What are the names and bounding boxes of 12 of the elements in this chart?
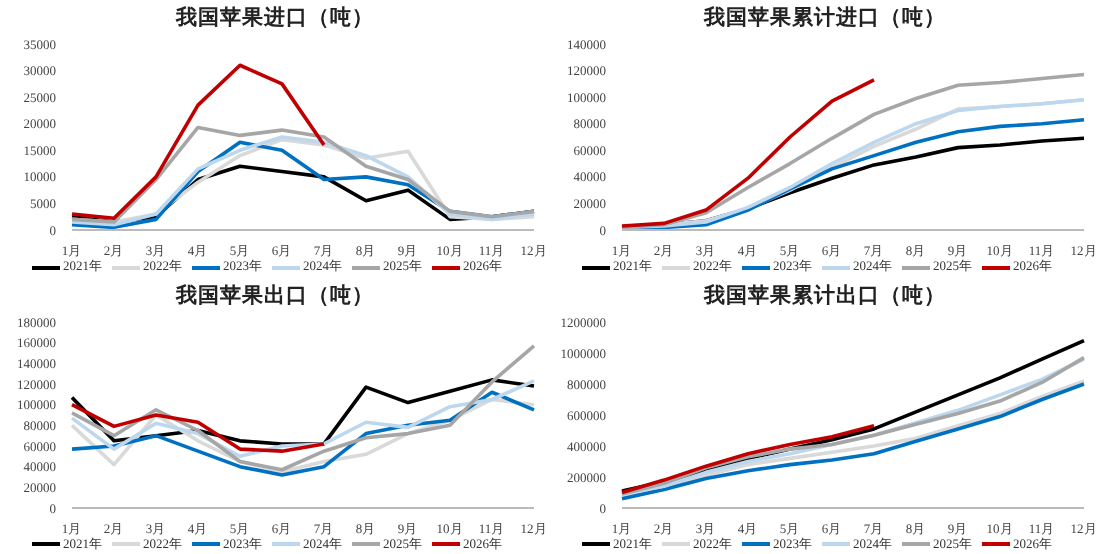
line-series <box>70 401 326 452</box>
line-series <box>620 78 876 228</box>
chart-title: 我国苹果累计出口（吨） <box>701 281 948 311</box>
chart-title: 我国苹果出口（吨） <box>173 281 376 311</box>
line-series <box>620 423 876 494</box>
line-series <box>70 378 536 458</box>
line-series <box>620 72 1086 230</box>
chart-title: 我国苹果累计进口（吨） <box>701 4 948 34</box>
line-series <box>70 342 536 471</box>
chart-title: 我国苹果进口（吨） <box>173 4 376 34</box>
line-series <box>70 377 536 445</box>
line-series <box>70 63 326 221</box>
